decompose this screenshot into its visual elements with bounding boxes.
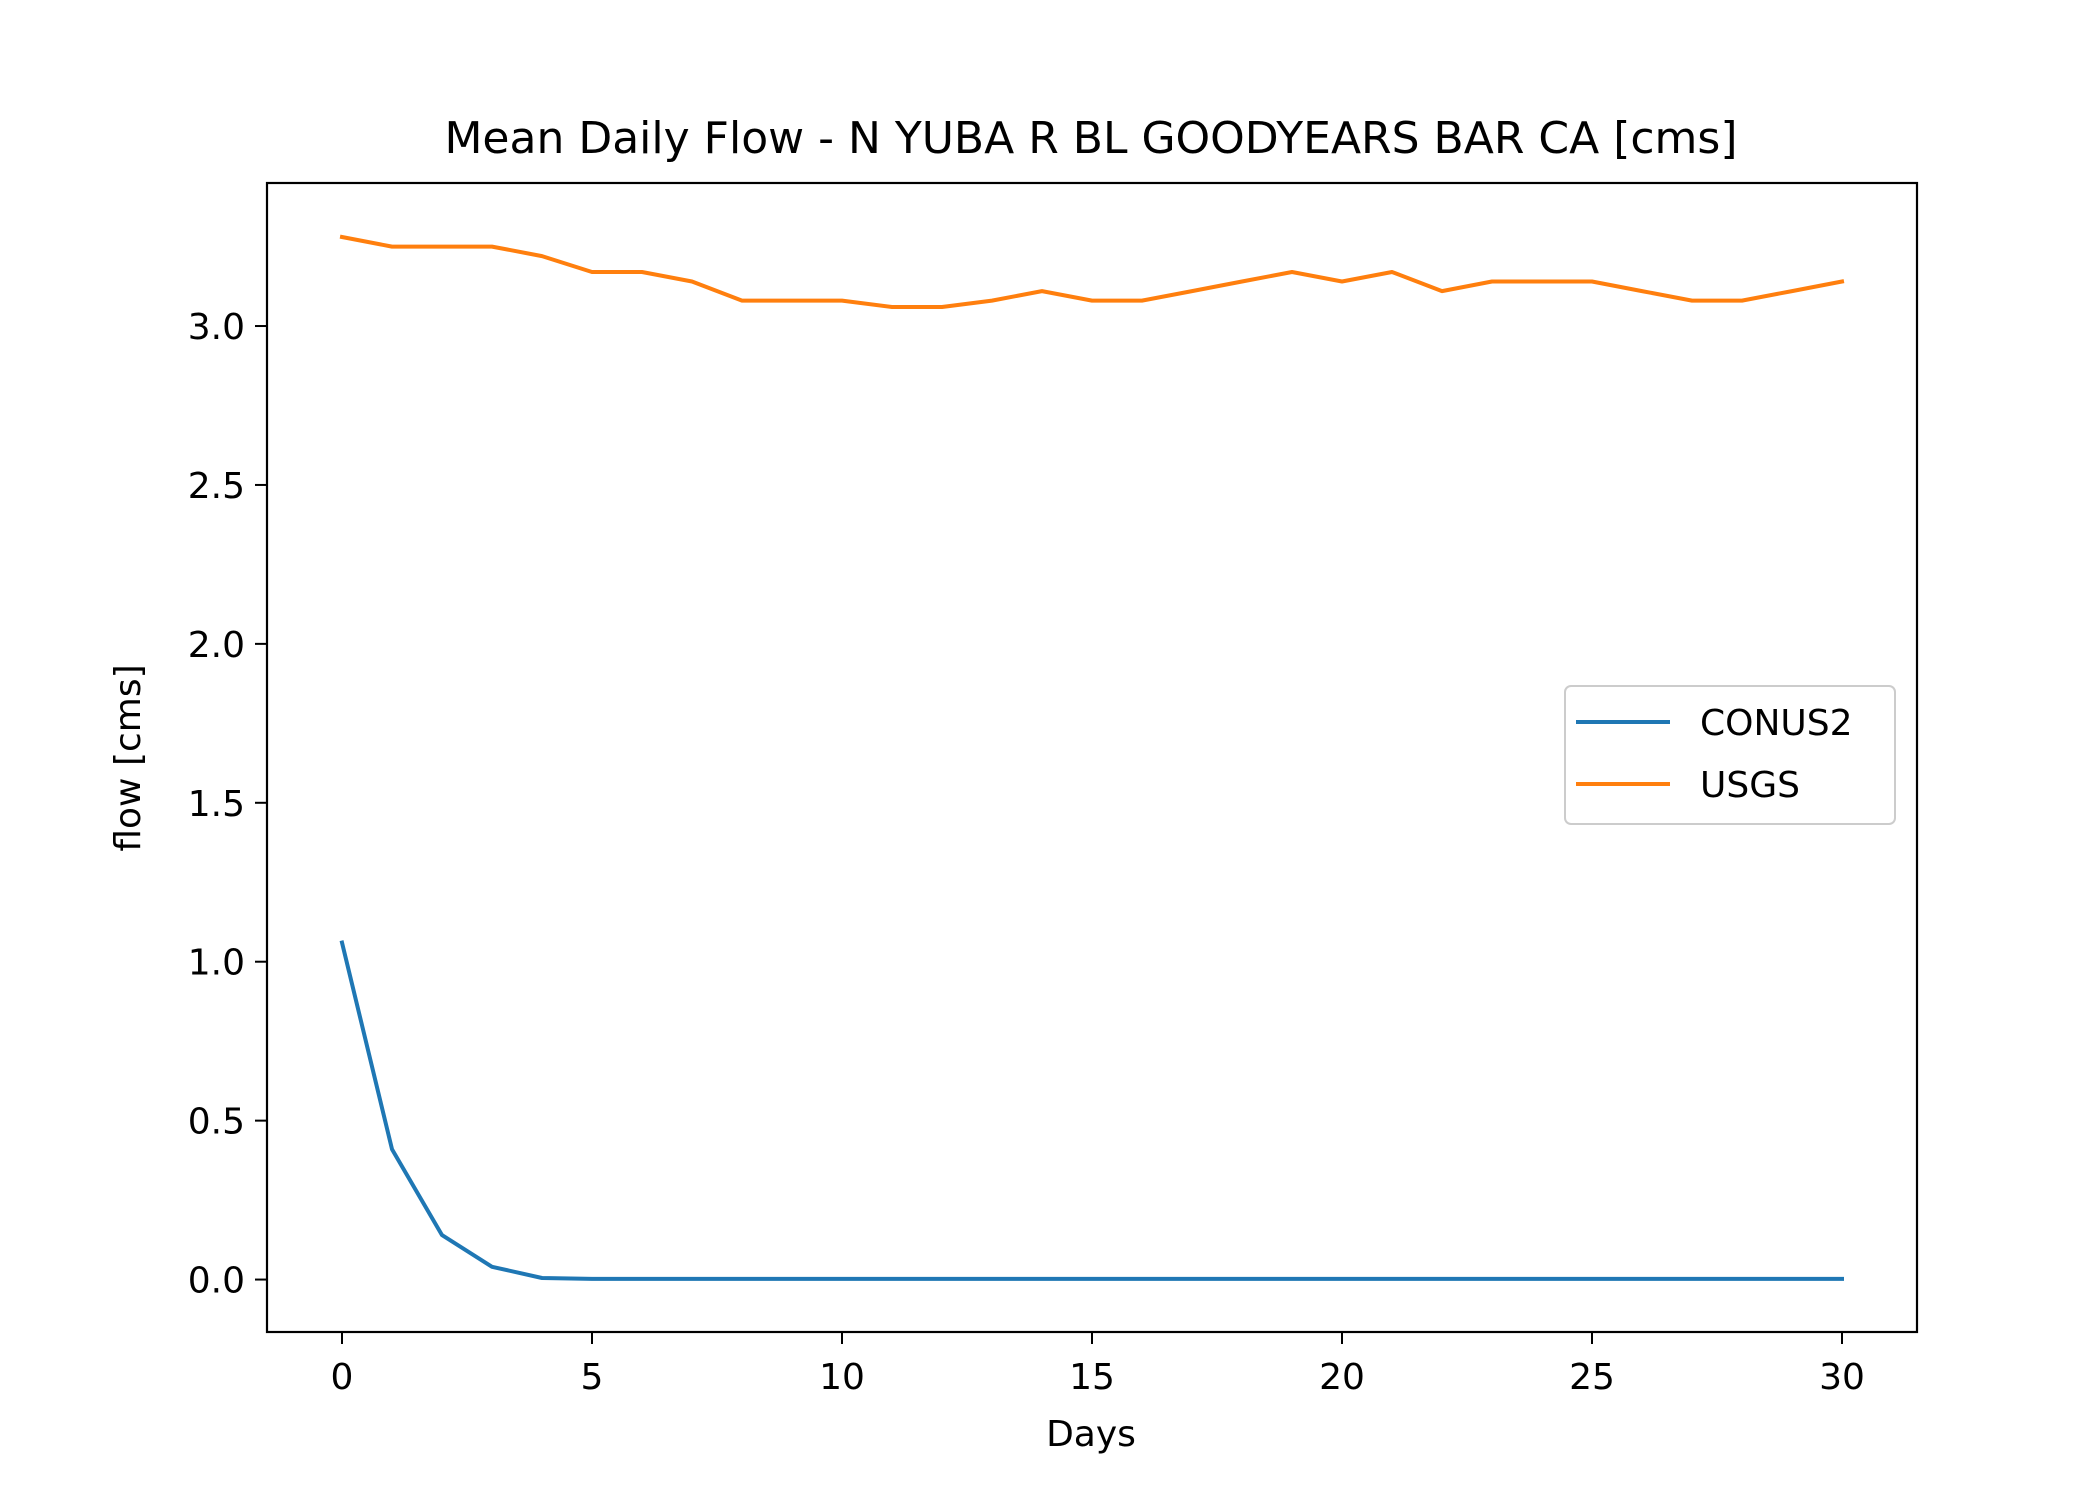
x-tick-label: 5 [581, 1357, 604, 1398]
y-tick-label: 3.0 [188, 307, 245, 348]
x-tick-label: 25 [1569, 1357, 1615, 1398]
y-tick-label: 0.5 [188, 1102, 245, 1143]
series-line-usgs [339, 234, 1845, 309]
chart-title: Mean Daily Flow - N YUBA R BL GOODYEARS … [444, 113, 1737, 164]
legend-label-conus2: CONUS2 [1700, 703, 1853, 744]
x-axis: 0 5 10 15 20 25 30 [331, 1332, 1865, 1398]
y-axis: 0.0 0.5 1.0 1.5 2.0 2.5 3.0 [188, 307, 267, 1302]
x-tick-label: 10 [819, 1357, 865, 1398]
y-axis-label: flow [cms] [108, 664, 149, 851]
x-tick-label: 0 [331, 1357, 354, 1398]
series-line-conus2 [339, 940, 1844, 1281]
x-axis-label: Days [1046, 1414, 1136, 1455]
y-tick-label: 2.0 [188, 625, 245, 666]
x-tick-label: 15 [1069, 1357, 1115, 1398]
legend: CONUS2 USGS [1564, 685, 1896, 825]
legend-label-usgs: USGS [1700, 765, 1800, 806]
y-tick-label: 1.0 [188, 943, 245, 984]
x-tick-label: 20 [1319, 1357, 1365, 1398]
series-layer [339, 234, 1845, 1281]
y-tick-label: 0.0 [188, 1261, 245, 1302]
y-tick-label: 2.5 [188, 466, 245, 507]
x-tick-label: 30 [1819, 1357, 1865, 1398]
y-tick-label: 1.5 [188, 784, 245, 825]
